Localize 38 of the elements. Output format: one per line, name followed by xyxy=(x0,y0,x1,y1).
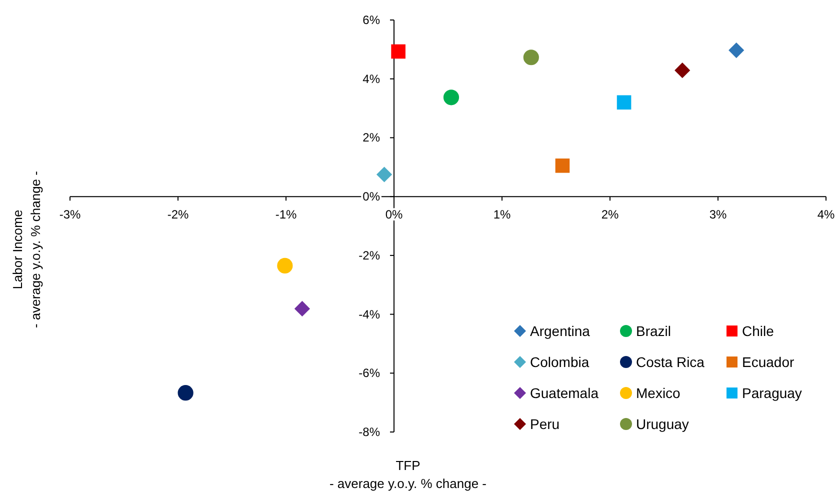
point xyxy=(616,95,632,110)
point xyxy=(391,44,406,59)
point xyxy=(728,42,744,58)
legend-label: Argentina xyxy=(530,323,590,339)
x-tick-label: -1% xyxy=(275,208,297,222)
legend-label: Ecuador xyxy=(742,354,794,370)
legend-label: Costa Rica xyxy=(636,354,705,370)
legend-label: Mexico xyxy=(636,385,681,401)
legend-label: Brazil xyxy=(636,323,672,339)
y-tick-label: -8% xyxy=(358,425,380,439)
y-tick-label: 4% xyxy=(362,72,380,86)
y-tick-label: 2% xyxy=(362,130,380,145)
y-axis-title: Labor Income - average y.o.y. % change - xyxy=(10,171,43,328)
point xyxy=(555,158,570,173)
point xyxy=(443,90,460,106)
x-tick-label: -3% xyxy=(59,208,81,222)
point xyxy=(294,300,310,316)
x-tick-label: 2% xyxy=(601,208,619,222)
point xyxy=(277,258,293,274)
point xyxy=(674,62,690,78)
x-axis-title: TFP - average y.o.y. % change - xyxy=(329,458,487,491)
legend-label: Peru xyxy=(530,416,560,432)
x-tick-label: 4% xyxy=(817,208,835,222)
x-tick-label: -2% xyxy=(167,208,189,222)
legend-label: Guatemala xyxy=(530,385,599,401)
legend-label: Uruguay xyxy=(636,416,689,432)
y-tick-label: -2% xyxy=(358,248,380,262)
point xyxy=(376,166,392,182)
legend-label: Colombia xyxy=(530,354,590,370)
x-tick-label: 1% xyxy=(493,208,511,222)
point xyxy=(523,50,539,66)
y-tick-label: 6% xyxy=(362,13,380,27)
y-tick-label: -6% xyxy=(358,366,380,380)
legend-label: Paraguay xyxy=(742,385,802,401)
legend-label: Chile xyxy=(742,323,774,339)
x-tick-label: 3% xyxy=(709,208,727,222)
point xyxy=(178,385,194,401)
y-tick-label: -4% xyxy=(358,307,380,322)
